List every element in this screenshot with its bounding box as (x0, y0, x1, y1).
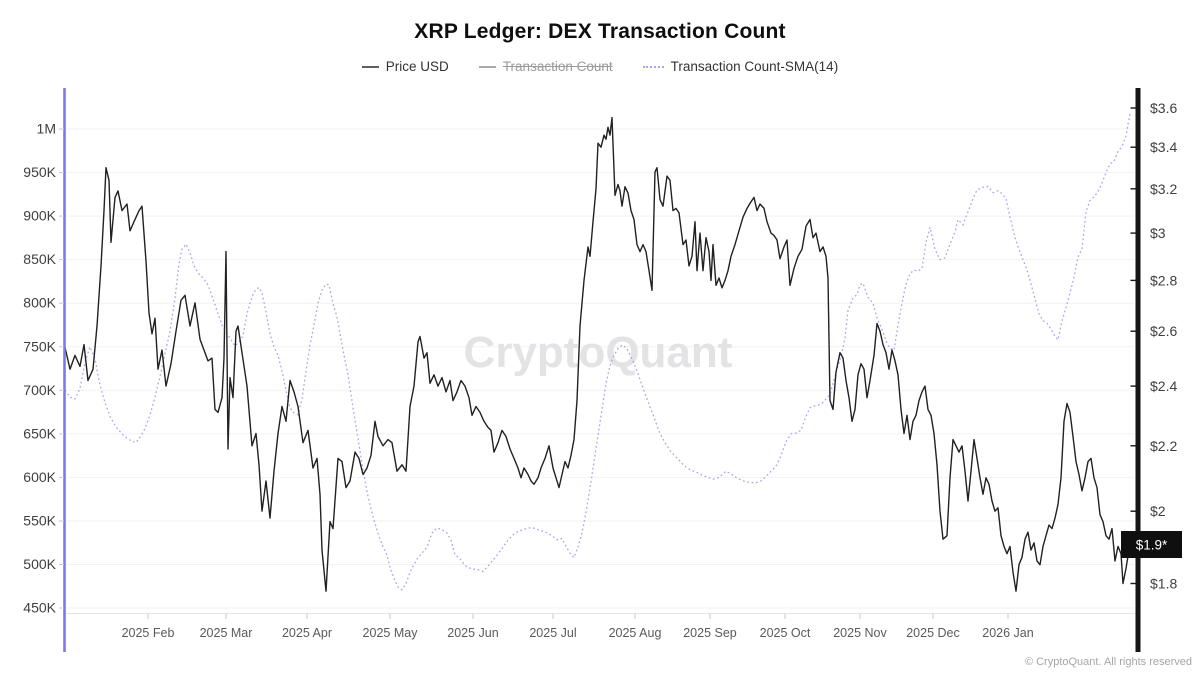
left-axis-label: 800K (23, 295, 56, 311)
x-tick-label: 2026 Jan (982, 626, 1033, 640)
left-axis-label: 750K (23, 338, 56, 354)
left-axis-label: 1M (37, 121, 56, 137)
transaction-count-swatch-icon (478, 65, 496, 68)
right-axis-label: $3.2 (1150, 181, 1177, 197)
left-axis-label: 900K (23, 208, 56, 224)
right-axis-label: $3.6 (1150, 100, 1177, 116)
left-axis-label: 700K (23, 382, 56, 398)
right-axis-label: $3.4 (1150, 139, 1177, 155)
left-axis-label: 600K (23, 469, 56, 485)
x-tick-label: 2025 Jul (529, 626, 576, 640)
x-tick-label: 2025 May (363, 626, 419, 640)
left-axis-label: 850K (23, 251, 56, 267)
legend-item-transaction-count-sma[interactable]: Transaction Count-SMA(14) (642, 59, 839, 74)
x-tick-label: 2025 Nov (833, 626, 887, 640)
right-axis-line (1135, 88, 1141, 652)
legend-item-transaction-count[interactable]: Transaction Count (478, 59, 613, 74)
copyright-text: © CryptoQuant. All rights reserved (1024, 656, 1192, 668)
right-axis-label: $1.8 (1150, 576, 1177, 592)
right-axis-label: $3 (1150, 225, 1166, 241)
legend-item-price-usd[interactable]: Price USD (361, 59, 449, 74)
x-tick-label: 2025 Dec (906, 626, 960, 640)
x-tick-label: 2025 Mar (200, 626, 253, 640)
price-badge-label: $1.9* (1136, 538, 1168, 553)
left-axis-label: 500K (23, 556, 56, 572)
price-line-swatch-icon (361, 65, 379, 68)
right-axis-label: $2.4 (1150, 378, 1177, 394)
sma-line-swatch-icon (642, 65, 664, 68)
price-line (64, 116, 1133, 592)
x-tick-label: 2025 Feb (122, 626, 175, 640)
x-tick-label: 2025 Aug (609, 626, 662, 640)
left-axis-label: 550K (23, 513, 56, 529)
legend-label: Price USD (385, 59, 449, 74)
right-axis-label: $2.8 (1150, 272, 1177, 288)
chart-legend: Price USD Transaction Count Transaction … (0, 59, 1200, 74)
x-tick-label: 2025 Jun (447, 626, 498, 640)
right-axis-label: $2.6 (1150, 323, 1177, 339)
watermark-text: CryptoQuant (464, 328, 733, 377)
left-axis-label: 650K (23, 425, 56, 441)
x-tick-label: 2025 Sep (683, 626, 737, 640)
left-axis-label: 950K (23, 164, 56, 180)
right-axis-label: $2 (1150, 503, 1166, 519)
price-badge (1121, 531, 1182, 558)
legend-label: Transaction Count-SMA(14) (670, 59, 839, 74)
right-axis-label: $2.2 (1150, 438, 1177, 454)
page-title: XRP Ledger: DEX Transaction Count (414, 20, 786, 43)
x-tick-label: 2025 Apr (282, 626, 332, 640)
left-axis-label: 450K (23, 600, 56, 616)
legend-label-disabled: Transaction Count (502, 59, 613, 74)
x-tick-label: 2025 Oct (760, 626, 811, 640)
